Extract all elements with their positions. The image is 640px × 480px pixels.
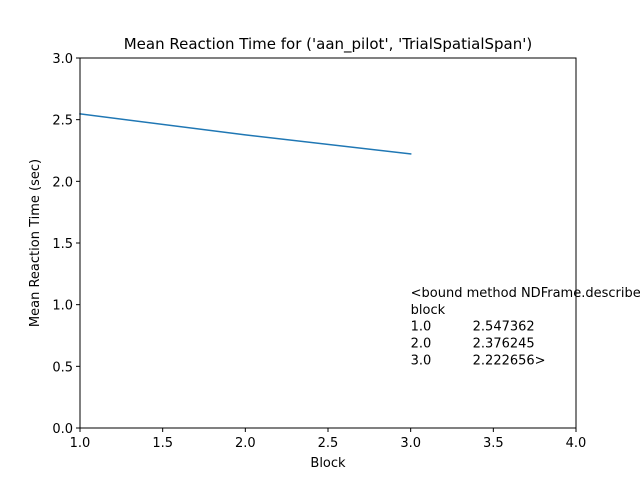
y-tick-label: 2.0 [52, 175, 73, 190]
annotation-line: 2.0 [411, 337, 432, 352]
annotation-line: <bound method NDFrame.describe of [411, 286, 640, 301]
annotation-line: 1.0 [411, 320, 432, 335]
annotation-value: 2.376245 [473, 337, 535, 352]
y-tick-label: 3.0 [52, 52, 73, 67]
chart-annotation: <bound method NDFrame.describe of block 1.… [411, 286, 640, 368]
x-tick-label: 3.5 [483, 436, 504, 451]
x-tick-label: 3.0 [400, 436, 421, 451]
annotation-value: 2.547362 [473, 320, 535, 335]
chart-title: Mean Reaction Time for ('aan_pilot', 'Tr… [124, 35, 533, 54]
x-tick-label: 2.0 [235, 436, 256, 451]
y-tick-label: 0.0 [52, 422, 73, 437]
x-tick-label: 2.5 [318, 436, 339, 451]
x-tick-label: 1.5 [152, 436, 173, 451]
x-tick-label: 4.0 [566, 436, 587, 451]
y-tick-label: 2.5 [52, 114, 73, 129]
x-axis: 1.0 1.5 2.0 2.5 3.0 3.5 4.0 [70, 428, 587, 451]
y-axis: 0.0 0.5 1.0 1.5 2.0 2.5 3.0 [52, 52, 80, 437]
annotation-value: 2.222656> [473, 353, 546, 368]
y-tick-label: 1.0 [52, 299, 73, 314]
y-axis-label: Mean Reaction Time (sec) [28, 159, 43, 327]
y-tick-label: 0.5 [52, 360, 73, 375]
series-line [79, 112, 412, 155]
annotation-line: 3.0 [411, 353, 432, 368]
x-tick-label: 1.0 [70, 436, 91, 451]
y-tick-label: 1.5 [52, 237, 73, 252]
plot-data [79, 112, 412, 155]
x-axis-label: Block [310, 456, 346, 471]
annotation-line: block [411, 303, 446, 318]
